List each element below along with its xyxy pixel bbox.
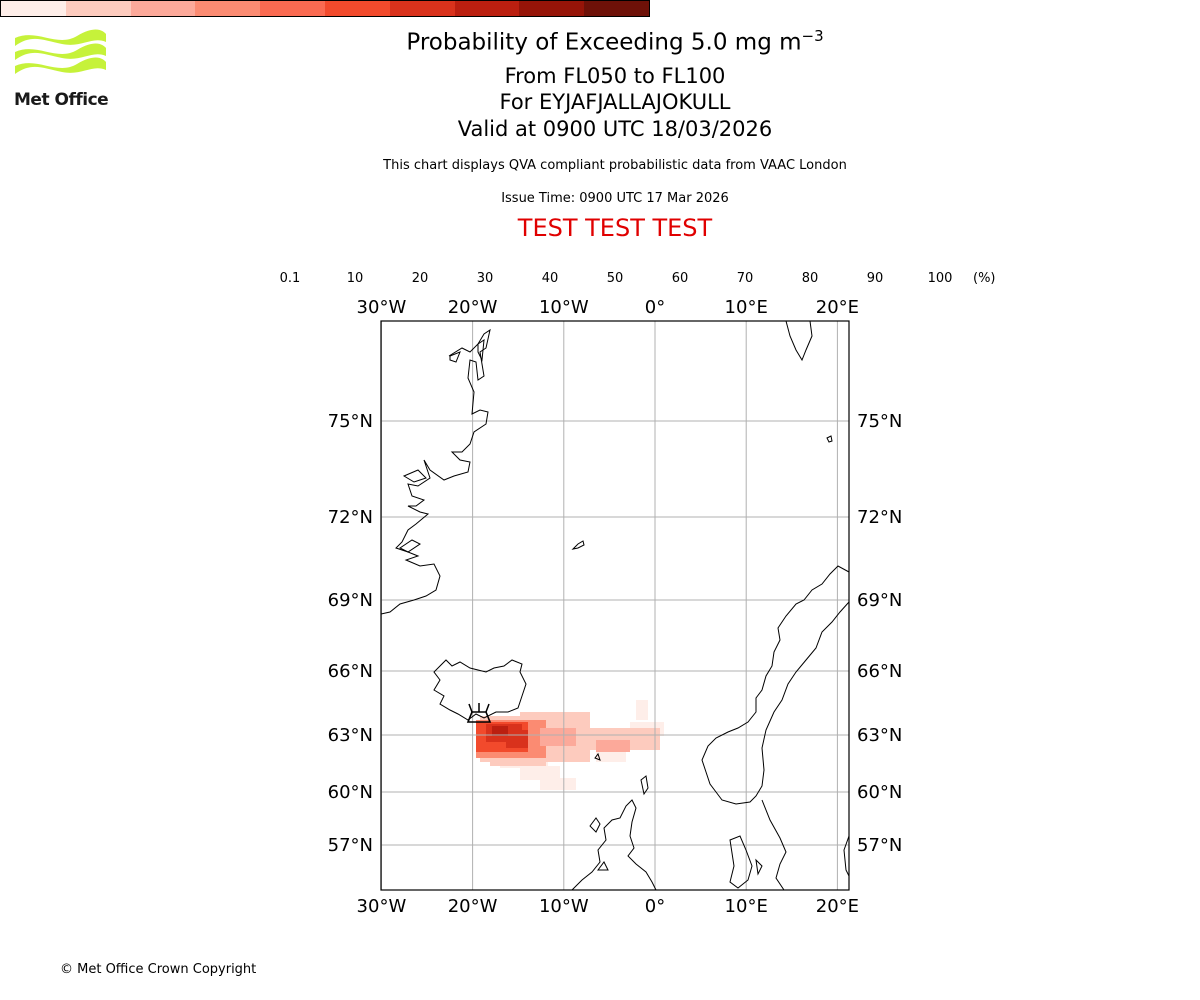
colorbar-tick-label: 100 <box>927 271 953 286</box>
colorbar-segment <box>130 1 196 16</box>
latitude-label: 72°N <box>328 507 373 528</box>
colorbar <box>0 0 650 17</box>
colorbar-segment <box>1 1 66 16</box>
title-text: Probability of Exceeding 5.0 mg m <box>406 29 802 56</box>
longitude-label: 10°E <box>725 297 768 318</box>
disclaimer-text: This chart displays QVA compliant probab… <box>383 158 847 173</box>
latitude-label: 60°N <box>328 782 373 803</box>
colorbar-tick-label: 30 <box>476 271 494 286</box>
latitude-label: 60°N <box>857 782 902 803</box>
ash-probability-plume <box>476 700 664 790</box>
colorbar-tick-label: 40 <box>541 271 559 286</box>
colorbar-segment <box>454 1 520 16</box>
valid-time: Valid at 0900 UTC 18/03/2026 <box>457 117 773 141</box>
latitude-label: 69°N <box>328 590 373 611</box>
graticule <box>381 321 849 890</box>
colorbar-segment <box>195 1 261 16</box>
longitude-label: 20°W <box>448 297 498 318</box>
logo-text: Met Office <box>14 90 109 110</box>
colorbar-segment <box>65 1 131 16</box>
colorbar-tick-label: 10 <box>346 271 364 286</box>
map-frame <box>380 320 850 891</box>
met-office-logo: Met Office <box>12 28 112 112</box>
latitude-label: 75°N <box>857 411 902 432</box>
latitude-label: 75°N <box>328 411 373 432</box>
colorbar-tick-label: 90 <box>866 271 884 286</box>
latitude-label: 66°N <box>328 661 373 682</box>
longitude-label: 20°W <box>448 896 498 917</box>
longitude-label: 30°W <box>357 896 407 917</box>
colorbar-tick-label: 80 <box>801 271 819 286</box>
chart-title: Probability of Exceeding 5.0 mg m−3 <box>0 27 1200 56</box>
colorbar-unit: (%) <box>973 271 996 286</box>
met-office-waves-icon <box>15 29 106 74</box>
longitude-label: 10°E <box>725 896 768 917</box>
coastlines <box>381 321 849 890</box>
latitude-label: 72°N <box>857 507 902 528</box>
colorbar-segment <box>519 1 585 16</box>
level-range: From FL050 to FL100 <box>504 64 726 88</box>
longitude-label: 0° <box>645 896 665 917</box>
latitude-label: 57°N <box>857 835 902 856</box>
axis-labels: 30°W 30°W 20°W 20°W 10°W 10°W 0° 0° 10°E 10°E 20°E… <box>328 297 903 917</box>
copyright: © Met Office Crown Copyright <box>60 962 257 977</box>
volcano-name: For EYJAFJALLAJOKULL <box>499 90 731 114</box>
colorbar-tick-label: 70 <box>736 271 754 286</box>
colorbar-tick-label: 20 <box>411 271 429 286</box>
title-exponent: −3 <box>801 27 824 45</box>
latitude-label: 57°N <box>328 835 373 856</box>
longitude-label: 30°W <box>357 297 407 318</box>
latitude-label: 63°N <box>857 725 902 746</box>
colorbar-segment <box>260 1 325 16</box>
longitude-label: 20°E <box>816 297 859 318</box>
colorbar-segment <box>584 1 649 16</box>
longitude-label: 10°W <box>539 896 589 917</box>
longitude-label: 20°E <box>816 896 859 917</box>
longitude-label: 0° <box>645 297 665 318</box>
latitude-label: 69°N <box>857 590 902 611</box>
colorbar-tick-label: 0.1 <box>279 271 301 286</box>
colorbar-tick-label: 50 <box>606 271 624 286</box>
issue-time: Issue Time: 0900 UTC 17 Mar 2026 <box>501 191 729 206</box>
latitude-label: 66°N <box>857 661 902 682</box>
latitude-label: 63°N <box>328 725 373 746</box>
colorbar-segment <box>389 1 455 16</box>
volcano-icon <box>466 703 492 723</box>
colorbar-tick-label: 60 <box>671 271 689 286</box>
longitude-label: 10°W <box>539 297 589 318</box>
colorbar-segment <box>324 1 390 16</box>
test-banner: TEST TEST TEST <box>517 214 713 242</box>
